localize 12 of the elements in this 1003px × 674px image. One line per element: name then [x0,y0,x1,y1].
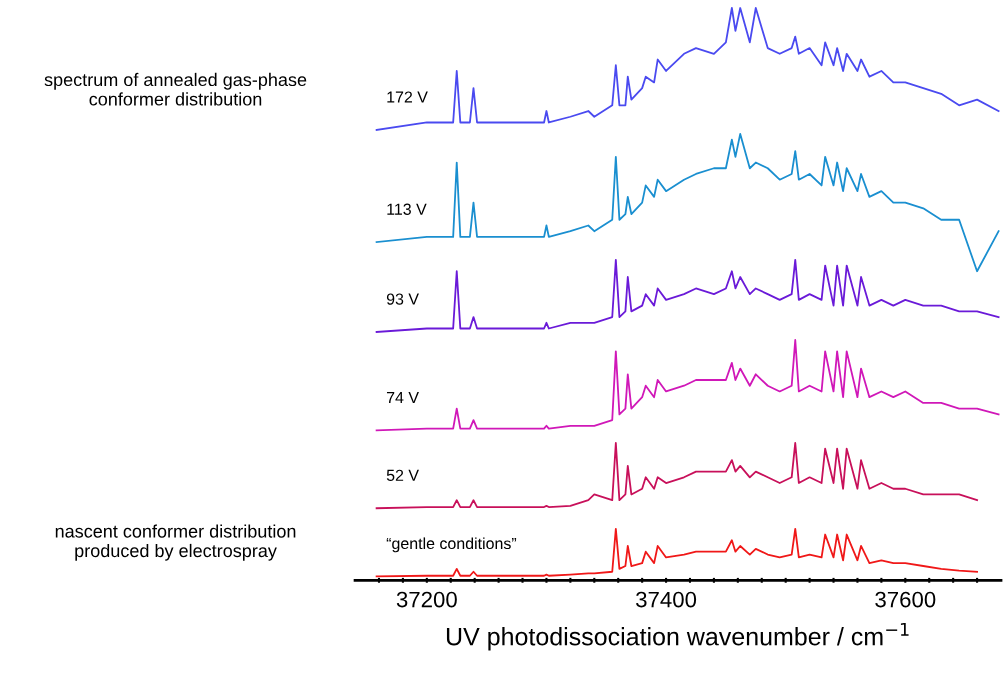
series-label: 113 V [387,203,427,215]
x-tick-label: 37200 [396,591,457,608]
series-label: 52 V [386,469,419,482]
text: nascent conformer distribution produced by electrospray [55,524,296,561]
text: spectrum of annealed gas-phase conformer distribution [44,72,307,106]
series-label: 172 V [387,91,428,103]
series-label: 74 V [386,392,419,404]
series-label: 93 V [386,293,419,305]
x-tick-label: 37600 [875,591,936,608]
x-axis-title: UV photodissociation wavenumber / cm$^{−1}$ [446,622,909,651]
series-label: “gentle conditions” [386,537,517,553]
x-tick-label: 37400 [636,591,697,608]
